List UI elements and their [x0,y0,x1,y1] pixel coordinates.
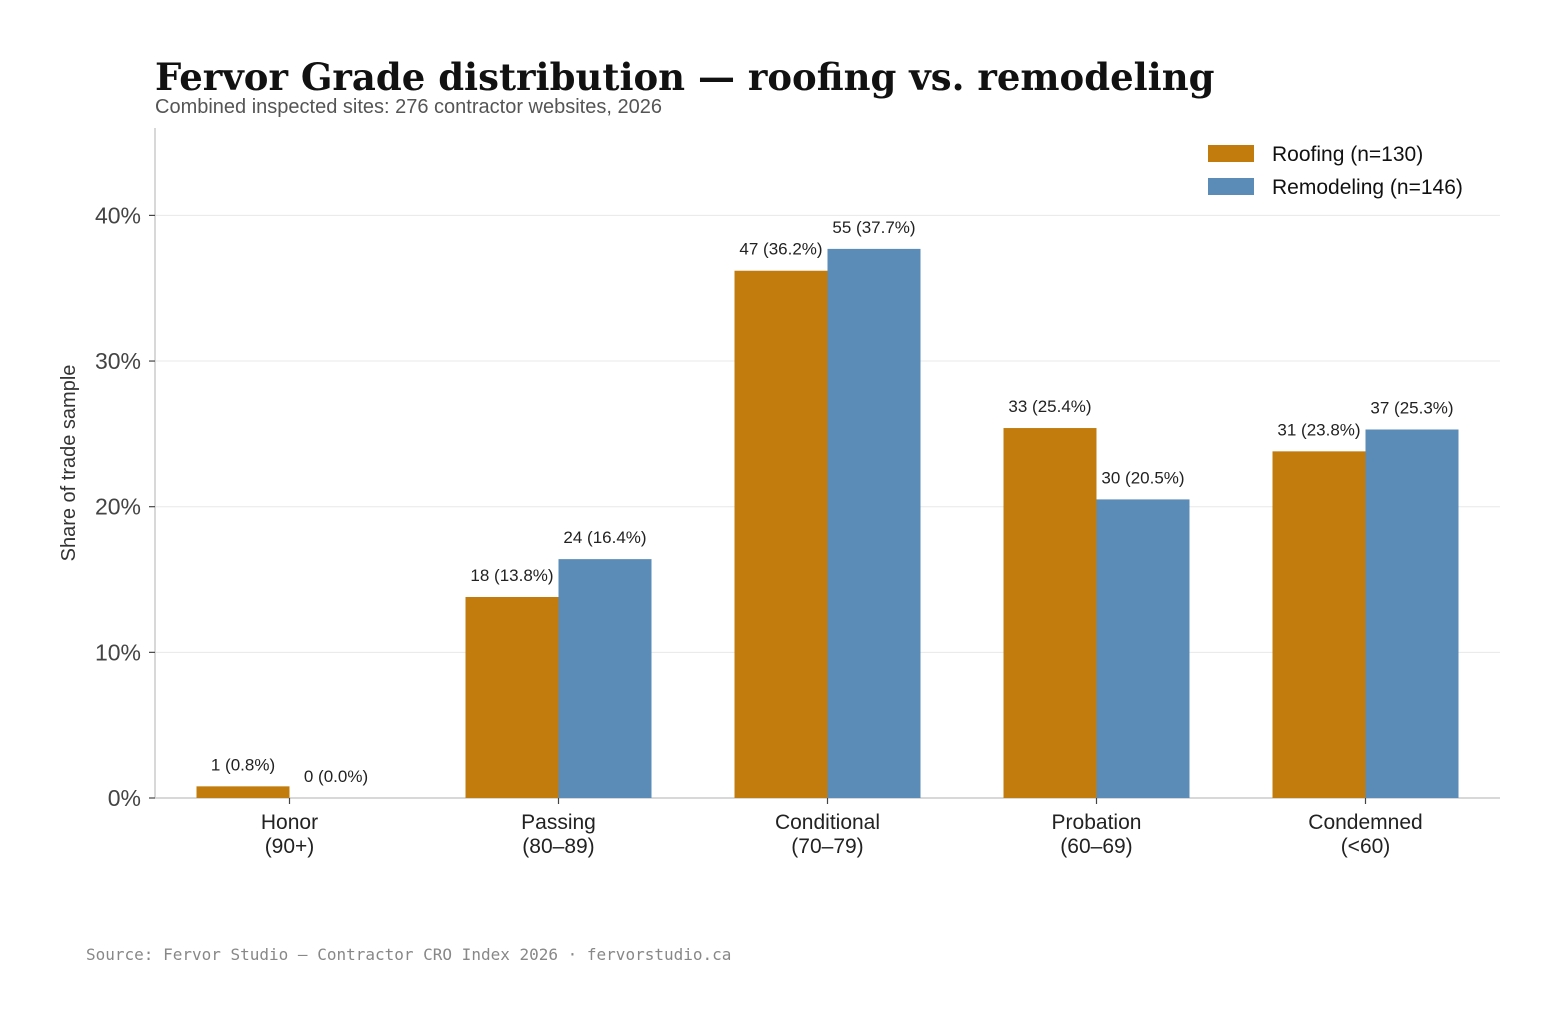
bar-value-label: 18 (13.8%) [470,566,553,585]
data-labels: 1 (0.8%) 0 (0.0%) 18 (13.8%) 24 (16.4%) 47 (… [211,218,1454,786]
x-tick-label: Condemned [1308,811,1422,834]
bar-value-label: 33 (25.4%) [1008,397,1091,416]
x-tick-label: Probation [1052,811,1142,834]
y-tick-label: 0% [108,785,141,811]
bar [827,248,921,799]
x-tick-label: (60–69) [1060,835,1132,858]
x-tick-label: (80–89) [522,835,594,858]
bar [1272,451,1366,798]
bars [196,248,1459,799]
y-tick-label: 20% [95,494,141,520]
bar [465,597,559,798]
bar [734,270,828,798]
x-tick-label: (90+) [265,835,315,858]
bar [1096,499,1190,798]
bar-value-label: 0 (0.0%) [304,767,368,786]
bar-value-label: 31 (23.8%) [1277,420,1360,439]
chart-title: Fervor Grade distribution — roofing vs. … [155,55,1215,99]
x-tick-label: Passing [521,811,596,834]
bar-value-label: 37 (25.3%) [1370,399,1453,418]
bar-value-label: 30 (20.5%) [1101,468,1184,487]
x-tick-labels: Honor(90+) Passing(80–89) Conditional(70–7… [261,798,1423,858]
bar [1365,429,1459,798]
bar [558,559,652,798]
y-axis-label: Share of trade sample [58,365,80,562]
legend-swatch [1208,145,1254,162]
x-tick-label: (<60) [1341,835,1391,858]
y-tick-labels: 0% 10% 20% 30% 40% [95,202,155,811]
y-tick-label: 10% [95,639,141,665]
legend-label: Remodeling (n=146) [1272,176,1463,199]
y-tick-label: 30% [95,348,141,374]
source-note: Source: Fervor Studio — Contractor CRO I… [86,945,731,964]
bar-value-label: 24 (16.4%) [563,528,646,547]
chart-subtitle: Combined inspected sites: 276 contractor… [155,96,662,118]
bar-value-label: 55 (37.7%) [832,218,915,237]
bar-value-label: 47 (36.2%) [739,240,822,259]
bar-value-label: 1 (0.8%) [211,755,275,774]
bar [196,786,290,798]
bar [1003,428,1097,798]
legend-swatch [1208,178,1254,195]
x-tick-label: Conditional [775,811,880,834]
y-tick-label: 40% [95,202,141,228]
legend-label: Roofing (n=130) [1272,143,1423,166]
x-tick-label: Honor [261,811,318,834]
x-tick-label: (70–79) [791,835,863,858]
legend: Roofing (n=130) Remodeling (n=146) [1208,143,1463,199]
